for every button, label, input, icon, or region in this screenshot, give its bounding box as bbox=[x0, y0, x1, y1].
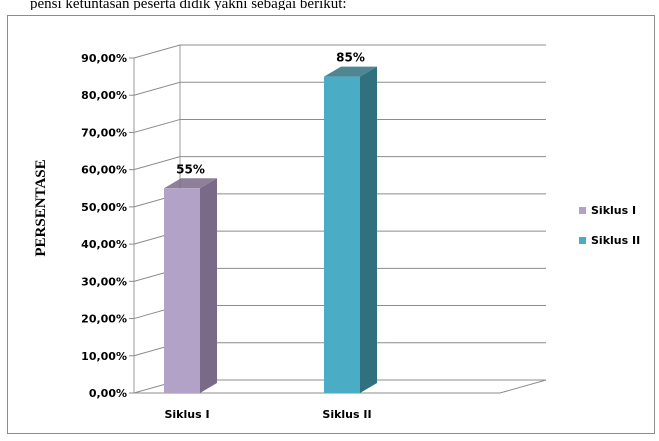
legend: Siklus I Siklus II bbox=[579, 204, 640, 247]
y-tick-label: 0,00% bbox=[89, 387, 127, 400]
x-axis-categories: Siklus I Siklus II bbox=[164, 408, 371, 421]
gridline bbox=[133, 81, 546, 96]
bar-top bbox=[324, 66, 377, 77]
bars: 55% 85% bbox=[164, 51, 377, 393]
y-axis-ticks: 0,00% 10,00% 20,00% 30,00% 40,00% 50,00% 60,00… bbox=[81, 52, 134, 400]
gridline bbox=[133, 44, 546, 59]
y-tick-label: 50,00% bbox=[81, 201, 127, 214]
y-tick-label: 90,00% bbox=[81, 52, 127, 65]
x-category-label: Siklus II bbox=[322, 408, 371, 421]
bar-side bbox=[200, 178, 217, 393]
legend-label: Siklus I bbox=[591, 204, 636, 217]
data-label: 85% bbox=[336, 51, 365, 65]
x-category-label: Siklus I bbox=[164, 408, 209, 421]
bar-siklus-ii: 85% bbox=[324, 51, 377, 393]
caption-text: pensi ketuntasan peserta didik yakni seb… bbox=[30, 0, 347, 10]
bar-top bbox=[164, 178, 217, 189]
y-tick-label: 60,00% bbox=[81, 164, 127, 177]
bar-front bbox=[324, 76, 360, 393]
gridline bbox=[133, 156, 546, 171]
data-label: 55% bbox=[176, 162, 205, 176]
bar-front bbox=[164, 188, 200, 393]
gridline bbox=[133, 118, 546, 133]
y-tick-label: 20,00% bbox=[81, 313, 127, 326]
legend-swatch bbox=[579, 237, 586, 244]
y-tick-label: 30,00% bbox=[81, 275, 127, 288]
y-tick-label: 80,00% bbox=[81, 89, 127, 102]
bar-siklus-i: 55% bbox=[164, 162, 217, 393]
legend-label: Siklus II bbox=[591, 234, 640, 247]
legend-swatch bbox=[579, 207, 586, 214]
y-tick-label: 10,00% bbox=[81, 350, 127, 363]
y-axis-label: PERSENTASE bbox=[33, 159, 49, 256]
y-tick-label: 40,00% bbox=[81, 238, 127, 251]
y-tick-label: 70,00% bbox=[81, 126, 127, 139]
bar-side bbox=[360, 66, 377, 393]
